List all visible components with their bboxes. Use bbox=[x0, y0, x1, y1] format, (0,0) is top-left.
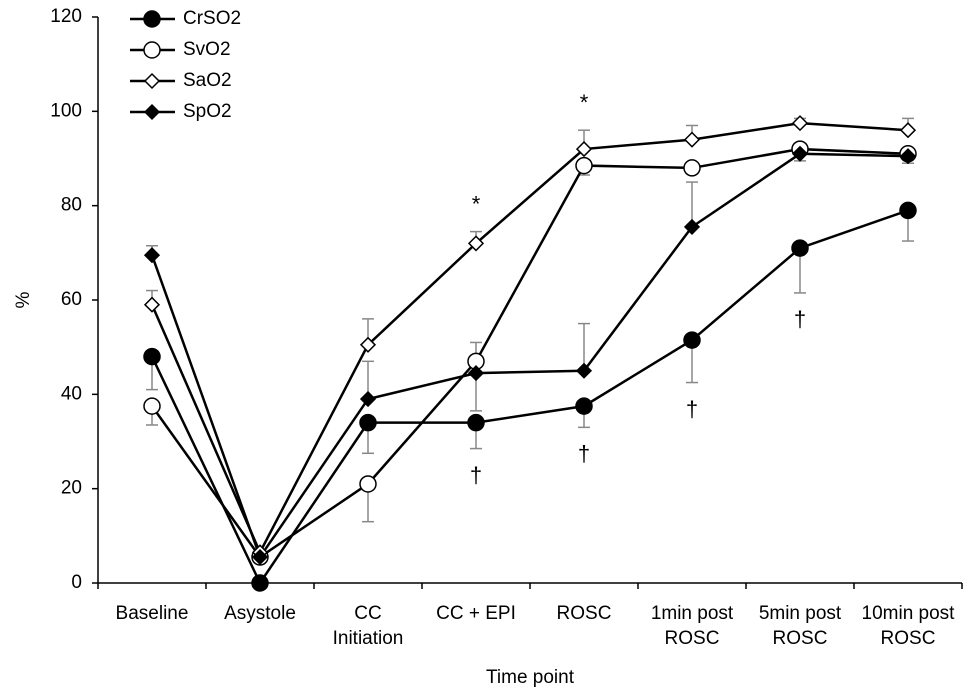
x-tick-label: Asystole bbox=[224, 603, 296, 624]
point bbox=[683, 159, 701, 177]
y-axis-label: % bbox=[13, 291, 34, 308]
point bbox=[683, 131, 701, 148]
x-tick-label: ROSC bbox=[556, 603, 612, 624]
point bbox=[683, 218, 701, 235]
x-tick-label: Baseline bbox=[115, 603, 189, 624]
legend-marker bbox=[143, 103, 161, 121]
point bbox=[143, 347, 161, 366]
annotation: * bbox=[472, 191, 481, 216]
annotation: † bbox=[794, 307, 806, 332]
legend-marker bbox=[143, 41, 161, 59]
series-line bbox=[150, 152, 909, 560]
series-line bbox=[150, 121, 909, 556]
x-tick-label: CC + EPI bbox=[436, 603, 516, 624]
point bbox=[467, 413, 485, 432]
x-tick-label: 1min post ROSC bbox=[650, 603, 734, 649]
legend-label: SvO2 bbox=[183, 39, 231, 60]
point bbox=[251, 548, 269, 566]
point bbox=[899, 148, 917, 165]
point bbox=[467, 235, 485, 252]
y-tick-label: 20 bbox=[61, 478, 82, 499]
point bbox=[575, 397, 593, 415]
annotation: * bbox=[580, 90, 589, 115]
x-axis-label: Time point bbox=[486, 667, 575, 688]
series-line bbox=[150, 147, 909, 559]
point bbox=[791, 145, 809, 162]
x-tick-label: 10min post ROSC bbox=[861, 603, 955, 649]
point bbox=[251, 574, 269, 592]
point bbox=[575, 362, 593, 379]
point bbox=[143, 397, 161, 415]
point bbox=[575, 141, 593, 158]
x-tick-label: 5min post ROSC bbox=[758, 603, 842, 649]
point bbox=[899, 201, 917, 220]
point bbox=[359, 390, 377, 408]
y-tick-label: 60 bbox=[61, 289, 82, 310]
y-tick-label: 40 bbox=[61, 383, 82, 404]
y-tick-label: 100 bbox=[50, 100, 82, 121]
legend-marker bbox=[143, 10, 161, 28]
point bbox=[683, 331, 701, 349]
point bbox=[359, 413, 377, 432]
y-tick-label: 80 bbox=[61, 195, 82, 216]
point bbox=[899, 122, 917, 139]
y-tick-label: 0 bbox=[71, 572, 82, 593]
legend-label: CrSO2 bbox=[183, 8, 241, 29]
series-line bbox=[150, 209, 909, 586]
y-tick-label: 120 bbox=[50, 6, 82, 27]
point bbox=[467, 365, 485, 382]
point bbox=[575, 156, 593, 175]
point bbox=[359, 336, 377, 353]
annotation: † bbox=[578, 441, 590, 466]
legend-label: SaO2 bbox=[183, 70, 232, 91]
point bbox=[359, 475, 377, 493]
annotation: † bbox=[686, 396, 698, 421]
point bbox=[791, 239, 809, 257]
annotation: † bbox=[470, 462, 482, 487]
legend-label: SpO2 bbox=[183, 101, 232, 122]
point bbox=[791, 115, 809, 132]
point bbox=[143, 247, 161, 264]
x-tick-label: CC Initiation bbox=[332, 603, 404, 649]
point bbox=[143, 296, 161, 313]
legend-marker bbox=[143, 72, 161, 90]
